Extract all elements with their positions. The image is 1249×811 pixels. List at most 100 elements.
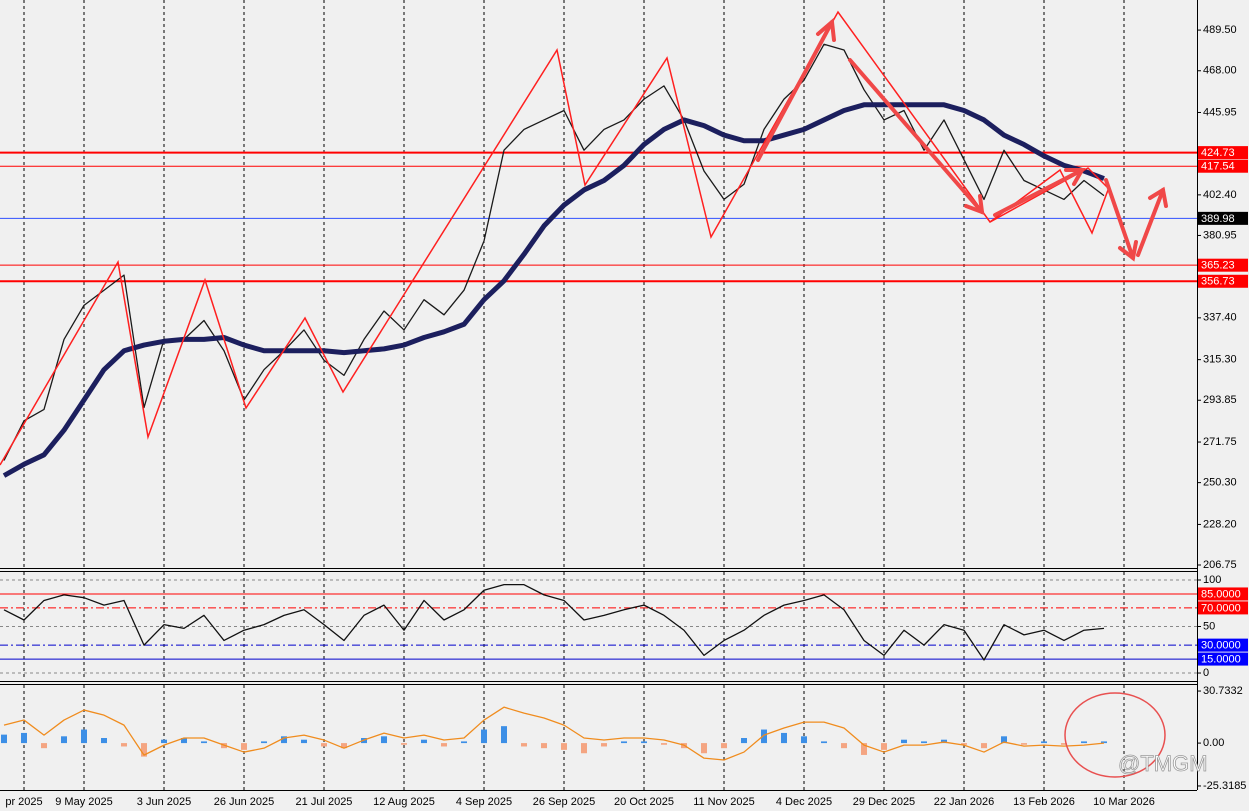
watermark: @TMGM [1118, 751, 1208, 776]
histogram-bar [1081, 741, 1087, 744]
histogram-bar [1101, 741, 1107, 744]
level-label-box [1198, 258, 1248, 272]
level-label-box [1198, 638, 1248, 652]
histogram-bar [881, 743, 887, 750]
x-tick-label: 13 Feb 2026 [1013, 796, 1075, 808]
level-label-box [1198, 587, 1248, 601]
y-tick-label: 30.7332 [1203, 685, 1243, 697]
histogram-bar [1021, 743, 1027, 745]
histogram-bar [1, 734, 7, 744]
x-tick-label: 20 Oct 2025 [614, 796, 674, 808]
x-tick-label: 9 May 2025 [55, 796, 112, 808]
series-line [3, 706, 1105, 761]
histogram-bar [321, 743, 327, 747]
histogram-bar [441, 743, 447, 747]
histogram-bar [721, 743, 727, 749]
histogram-bar [521, 743, 527, 747]
x-tick-label: 26 Sep 2025 [533, 796, 595, 808]
y-tick-label: 0.00 [1203, 737, 1224, 749]
histogram-bar [941, 739, 947, 744]
series-line [2, 102, 1105, 478]
y-tick-label: 293.85 [1203, 394, 1237, 406]
level-label: 417.54 [1201, 161, 1235, 173]
y-tick-label: -25.3185 [1203, 780, 1246, 792]
level-label-box [1198, 601, 1248, 615]
histogram-bar [801, 736, 807, 744]
histogram-bar [21, 732, 27, 744]
level-label-box [1198, 274, 1248, 288]
histogram-bar [181, 738, 187, 744]
y-tick-label: 50 [1203, 620, 1215, 632]
y-tick-label: 402.40 [1203, 189, 1237, 201]
histogram-bar [261, 741, 267, 744]
panel-borders [0, 0, 1198, 791]
histogram-bar [121, 743, 127, 747]
histogram-bar [301, 739, 307, 744]
histogram-bar [481, 729, 487, 744]
x-tick-label: 3 Jun 2025 [137, 796, 191, 808]
y-tick-label: 337.40 [1203, 312, 1237, 324]
y-tick-label: 0 [1203, 667, 1209, 679]
histogram-bar [1041, 741, 1047, 744]
histogram-bar [561, 743, 567, 750]
y-tick-label: 100 [1203, 574, 1221, 586]
histogram-bar [161, 739, 167, 744]
x-tick-label: 29 Dec 2025 [853, 796, 915, 808]
histogram-bar [461, 741, 467, 744]
highlight-circle [1064, 692, 1166, 778]
level-label: 389.98 [1201, 213, 1235, 225]
level-label: 15.0000 [1201, 653, 1241, 665]
histogram-bar [981, 743, 987, 749]
histogram-bar [761, 729, 767, 744]
level-label: 70.0000 [1201, 602, 1241, 614]
histogram-bar [141, 743, 147, 757]
x-tick-label: pr 2025 [5, 796, 42, 808]
histogram-bar [61, 736, 67, 744]
histogram-bar [621, 741, 627, 744]
histogram-bar [861, 743, 867, 755]
histogram-bar [201, 741, 207, 744]
histogram-bar [1061, 743, 1067, 745]
histogram-bar [241, 743, 247, 750]
histogram-bar [781, 732, 787, 744]
histogram-bar [101, 738, 107, 744]
histogram-bar [341, 743, 347, 749]
y-tick-label: 315.30 [1203, 354, 1237, 366]
y-tick-label: 250.30 [1203, 477, 1237, 489]
histogram-bar [701, 743, 707, 754]
level-label-box [1198, 652, 1248, 666]
x-tick-label: 26 Jun 2025 [214, 796, 275, 808]
level-label-box [1198, 159, 1248, 173]
y-tick-label: 228.20 [1203, 518, 1237, 530]
histogram-bar [601, 743, 607, 747]
histogram-bar [581, 743, 587, 754]
y-tick-label: 206.75 [1203, 559, 1237, 571]
histogram-bar [501, 726, 507, 744]
x-tick-label: 12 Aug 2025 [373, 796, 435, 808]
forecast-arrows [756, 18, 1168, 262]
y-tick-label: 380.95 [1203, 229, 1237, 241]
x-tick-label: 10 Mar 2026 [1093, 796, 1155, 808]
y-tick-label: 468.00 [1203, 65, 1237, 77]
x-tick-label: 11 Nov 2025 [693, 796, 755, 808]
level-label-box [1198, 146, 1248, 160]
level-label: 356.73 [1201, 276, 1235, 288]
histogram-bar [541, 743, 547, 749]
histogram-bar [41, 743, 47, 749]
histogram-bar [741, 738, 747, 744]
histogram-bar [641, 741, 647, 744]
histogram-bar [961, 743, 967, 745]
histogram-bar [661, 743, 667, 745]
y-tick-label: 271.75 [1203, 436, 1237, 448]
histogram-bar [921, 741, 927, 744]
level-label: 30.0000 [1201, 640, 1241, 652]
histogram-bar [401, 743, 407, 745]
x-tick-label: 22 Jan 2026 [934, 796, 995, 808]
histogram-bar [81, 729, 87, 744]
y-tick-label: 489.50 [1203, 24, 1237, 36]
x-tick-label: 21 Jul 2025 [296, 796, 353, 808]
level-label-box [1198, 211, 1248, 225]
histogram-bar [901, 739, 907, 744]
